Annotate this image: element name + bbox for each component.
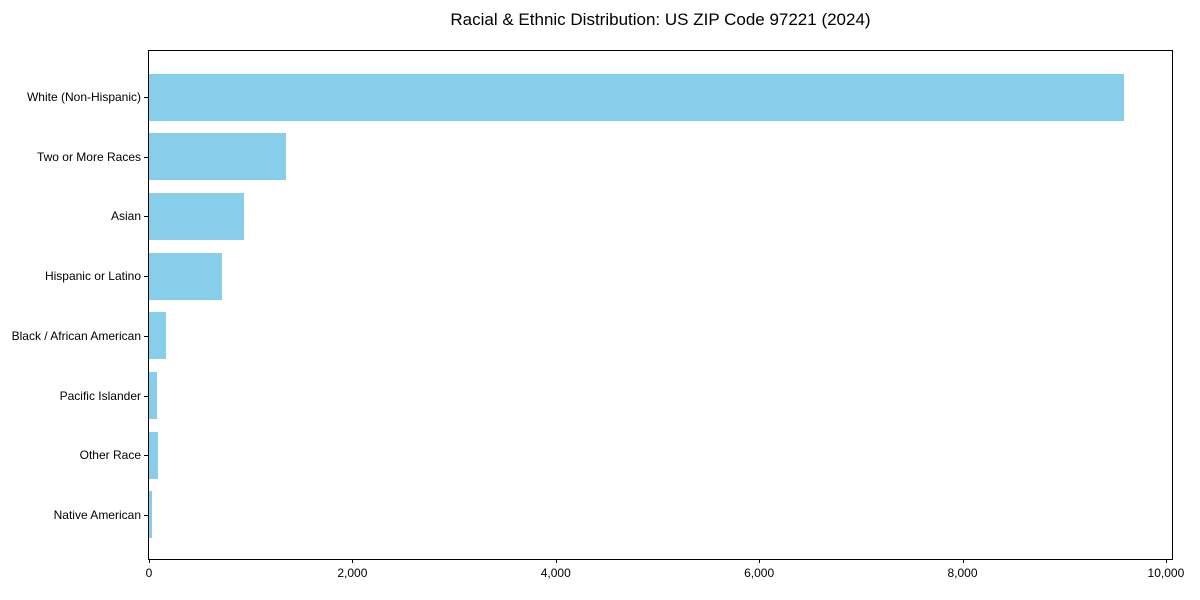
x-tick-label-8,000: 8,000 <box>947 566 978 580</box>
x-tick-label-4,000: 4,000 <box>540 566 571 580</box>
bar-white-non-hispanic <box>149 73 1125 121</box>
y-tick-mark-asian <box>144 216 148 218</box>
y-tick-label-black-african-american: Black / African American <box>11 328 141 343</box>
x-tick-label-10,000: 10,000 <box>1147 566 1185 580</box>
y-tick-mark-other-race <box>144 455 148 457</box>
bar-two-or-more-races <box>149 133 287 181</box>
x-tick-mark-10,000 <box>1165 559 1167 563</box>
x-tick-label-2,000: 2,000 <box>337 566 368 580</box>
x-tick-mark-4,000 <box>555 559 557 563</box>
bar-pacific-islander <box>149 372 157 419</box>
bar-black-african-american <box>149 312 167 360</box>
chart-title: Racial & Ethnic Distribution: US ZIP Cod… <box>450 10 871 29</box>
x-tick-label-0: 0 <box>145 566 153 580</box>
y-tick-mark-white-non-hispanic <box>144 97 148 98</box>
x-tick-mark-6,000 <box>759 559 761 563</box>
x-tick-mark-8,000 <box>962 559 964 563</box>
x-tick-mark-2,000 <box>352 559 354 563</box>
y-tick-label-asian: Asian <box>110 209 141 224</box>
x-tick-mark-0 <box>149 559 150 563</box>
y-tick-mark-black-african-american <box>144 335 148 337</box>
y-tick-label-two-or-more-races: Two or More Races <box>36 149 141 164</box>
bar-asian <box>149 192 244 240</box>
bar-hispanic-or-latino <box>149 252 223 300</box>
y-tick-label-native-american: Native American <box>53 507 141 522</box>
y-tick-mark-pacific-islander <box>144 395 148 397</box>
y-tick-label-white-non-hispanic: White (Non-Hispanic) <box>26 90 141 104</box>
y-tick-mark-native-american <box>144 514 148 516</box>
bar-other-race <box>149 431 158 479</box>
plot-area: White (Non-Hispanic) Two or More Races Asi… <box>12 50 1184 580</box>
y-tick-mark-two-or-more-races <box>144 156 148 158</box>
x-tick-label-6,000: 6,000 <box>744 566 775 580</box>
y-tick-mark-hispanic-or-latino <box>144 276 148 278</box>
y-tick-label-pacific-islander: Pacific Islander <box>59 388 141 403</box>
y-tick-label-hispanic-or-latino: Hispanic or Latino <box>44 269 141 284</box>
bar-native-american <box>149 491 153 539</box>
y-tick-label-other-race: Other Race <box>79 448 141 463</box>
